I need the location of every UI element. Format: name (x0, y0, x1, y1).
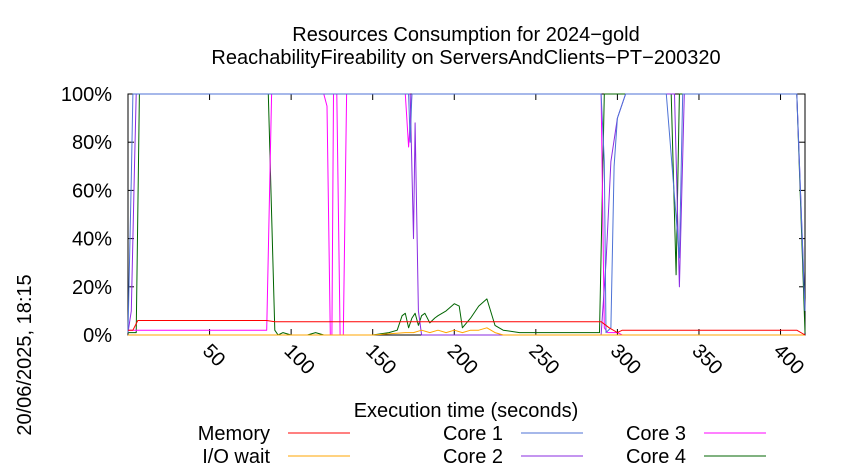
series-group (127, 93, 806, 336)
legend-label: Core 1 (443, 423, 503, 445)
x-tick-label: 50 (198, 340, 229, 371)
series-line-core-4 (128, 93, 806, 336)
plot-frame (127, 93, 806, 336)
series-line-core-1 (127, 93, 806, 334)
x-tick-label: 100 (280, 340, 319, 379)
x-tick-label: 250 (524, 340, 563, 379)
legend-label: Core 2 (443, 446, 503, 468)
legend-label: Core 3 (626, 423, 686, 445)
y-tick-label: 0% (83, 325, 112, 347)
x-tick-label: 200 (443, 340, 482, 379)
series-line-core-2 (127, 93, 806, 336)
y-tick-label: 60% (72, 180, 112, 202)
y-tick-label: 40% (72, 229, 112, 251)
x-tick-label: 350 (687, 340, 726, 379)
y-tick-label: 80% (72, 132, 112, 154)
x-tick-label: 150 (361, 340, 400, 379)
x-tick-label: 400 (769, 340, 808, 379)
legend-label: Core 4 (626, 446, 686, 468)
legend-label: I/O wait (202, 446, 270, 468)
y-tick-label: 20% (72, 277, 112, 299)
x-axis-label: Execution time (seconds) (354, 400, 579, 422)
x-tick-label: 300 (606, 340, 645, 379)
series-line-i-o-wait (128, 327, 805, 336)
side-timestamp-label: 20/06/2025, 18:15 (14, 274, 36, 435)
series-line-memory (128, 320, 806, 336)
series-line-core-3 (128, 93, 805, 336)
chart-title-line1: Resources Consumption for 2024−gold (292, 24, 639, 46)
y-tick-label: 100% (61, 84, 112, 106)
legend-label: Memory (198, 423, 270, 445)
chart-title-line2: ReachabilityFireability on ServersAndCli… (211, 47, 720, 69)
